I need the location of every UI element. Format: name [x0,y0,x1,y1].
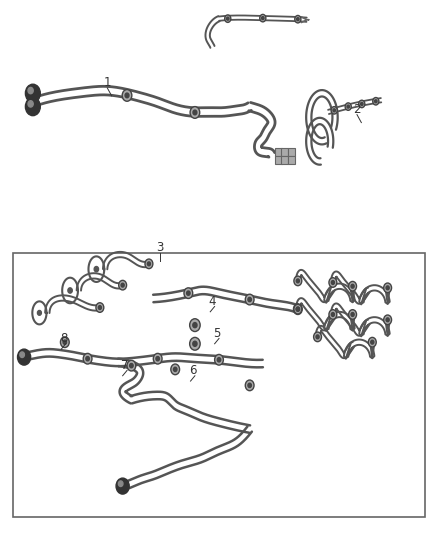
Circle shape [245,294,254,305]
Circle shape [296,279,300,283]
Bar [281,148,288,156]
Circle shape [127,360,136,371]
Text: 3: 3 [156,241,163,254]
Circle shape [25,84,40,102]
Circle shape [296,307,300,311]
Bar [275,156,282,164]
Circle shape [173,367,177,372]
Circle shape [384,315,392,325]
Circle shape [187,291,190,295]
Circle shape [329,310,337,319]
Circle shape [248,383,251,387]
Circle shape [293,304,302,314]
Circle shape [63,340,67,344]
Circle shape [190,319,200,332]
Circle shape [20,352,25,358]
Circle shape [297,18,299,21]
Text: 5: 5 [213,327,220,340]
Circle shape [193,322,197,328]
Circle shape [190,337,200,350]
Circle shape [373,98,379,105]
Bar [288,148,295,156]
Circle shape [331,312,335,317]
Circle shape [349,310,357,319]
Circle shape [329,278,337,287]
Circle shape [145,259,153,269]
Circle shape [331,280,335,285]
Circle shape [245,380,254,391]
Bar [13,253,425,517]
Circle shape [25,98,40,116]
Circle shape [226,17,229,20]
Bar [281,156,288,164]
Circle shape [193,341,197,346]
Circle shape [296,307,300,311]
Circle shape [345,103,351,110]
Circle shape [121,283,124,287]
Circle shape [386,286,389,290]
Circle shape [217,358,221,362]
Circle shape [83,353,92,364]
Circle shape [98,305,102,310]
Circle shape [116,478,129,494]
Circle shape [130,364,133,368]
Circle shape [349,281,357,291]
Circle shape [153,353,162,364]
Circle shape [351,312,354,317]
Circle shape [96,303,104,312]
Circle shape [351,284,354,288]
Text: 6: 6 [189,364,197,377]
Text: 1: 1 [103,76,111,89]
Circle shape [260,14,266,22]
Circle shape [68,288,72,293]
Circle shape [156,357,159,361]
Circle shape [294,304,302,314]
Circle shape [118,481,123,487]
Circle shape [28,87,33,94]
Circle shape [384,283,392,293]
Circle shape [38,310,41,316]
Circle shape [360,102,363,106]
Circle shape [193,110,197,115]
Circle shape [125,93,129,98]
Circle shape [333,109,336,112]
Circle shape [122,90,132,101]
Circle shape [225,15,231,22]
Circle shape [248,297,251,302]
Circle shape [386,318,389,322]
Circle shape [331,107,337,114]
Text: 7: 7 [121,359,129,372]
Circle shape [374,100,377,103]
Text: 4: 4 [208,295,216,308]
Circle shape [119,280,127,290]
Circle shape [261,17,264,20]
Circle shape [294,276,302,286]
Circle shape [347,105,350,108]
Circle shape [28,101,33,107]
Circle shape [215,354,223,365]
Circle shape [371,340,374,344]
Circle shape [316,335,319,339]
Circle shape [368,337,376,347]
Circle shape [18,349,31,365]
Text: 8: 8 [60,332,67,345]
Circle shape [147,262,151,266]
Circle shape [94,266,99,272]
Circle shape [190,107,200,118]
Bar [288,156,295,164]
Bar [275,148,282,156]
Circle shape [171,364,180,375]
Text: 2: 2 [353,103,361,116]
Circle shape [86,357,89,361]
Circle shape [184,288,193,298]
Circle shape [295,15,301,23]
Circle shape [60,337,69,348]
Circle shape [314,332,321,342]
Circle shape [359,100,365,108]
